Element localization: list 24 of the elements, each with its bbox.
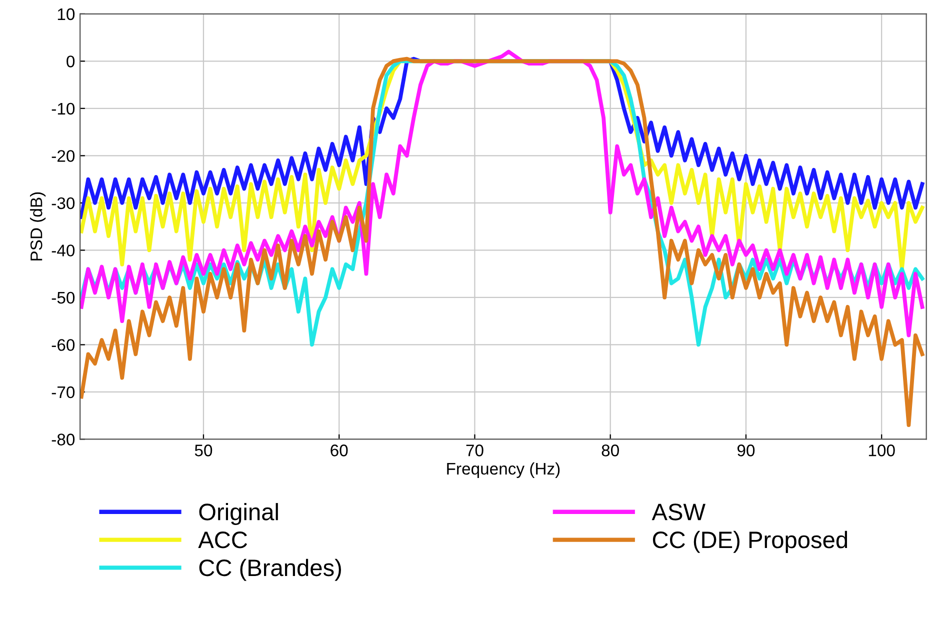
legend-label: CC (Brandes)	[199, 558, 341, 581]
legend-label: Original	[199, 503, 278, 526]
y-tick-label: -80	[52, 434, 75, 446]
x-tick-label: 80	[602, 444, 619, 456]
legend-label: ACC	[198, 532, 248, 548]
x-tick-label: 60	[330, 444, 348, 456]
y-tick-label: -30	[52, 197, 75, 210]
y-tick-label: -10	[52, 102, 75, 115]
x-tick-label: 90	[737, 444, 755, 456]
x-tick-label: 70	[466, 444, 484, 456]
y-tick-label: -60	[52, 339, 75, 351]
x-tick-label: 100	[868, 444, 895, 456]
y-tick-label: 10	[58, 8, 75, 20]
x-axis-title: Frequency (Hz)	[447, 462, 560, 478]
x-tick-label: 50	[194, 444, 212, 456]
y-tick-label: -50	[52, 292, 75, 304]
legend-label: CC (DE) Proposed	[652, 530, 848, 553]
y-axis-title: PSD (dB)	[30, 192, 46, 260]
y-tick-label: -40	[52, 244, 75, 256]
y-tick-label: -70	[52, 386, 75, 398]
line-series	[80, 56, 924, 428]
legend-label: ASW	[652, 504, 706, 520]
y-tick-label: -20	[52, 150, 75, 162]
y-tick-label: 0	[66, 56, 75, 68]
